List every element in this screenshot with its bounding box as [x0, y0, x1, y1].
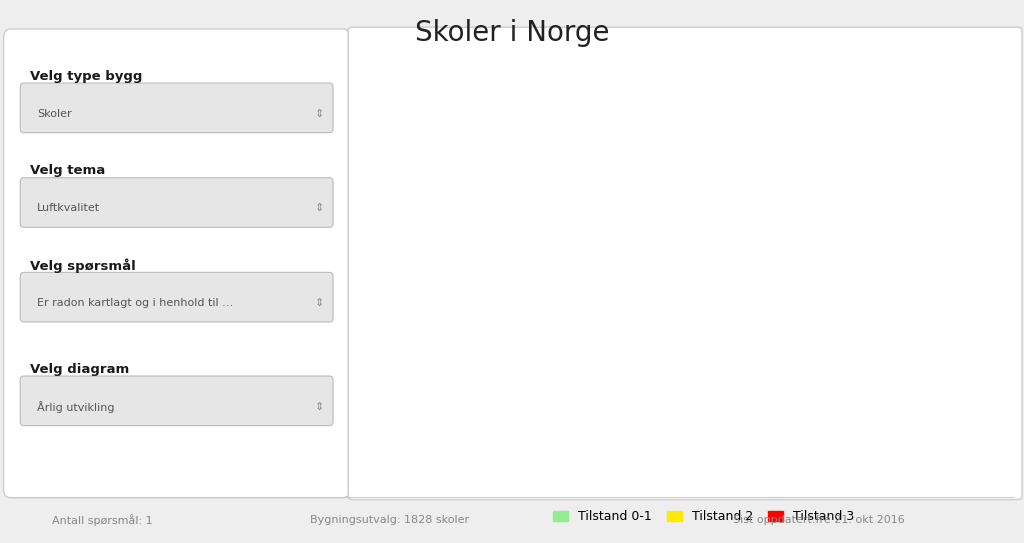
- Text: Luftkvalitet: Luftkvalitet: [37, 203, 100, 213]
- Text: Sist oppdatert:fre 21. okt 2016: Sist oppdatert:fre 21. okt 2016: [733, 515, 905, 525]
- Text: Velg spørsmål: Velg spørsmål: [31, 259, 136, 274]
- Text: Velg diagram: Velg diagram: [31, 363, 129, 376]
- Text: Skoler: Skoler: [37, 109, 72, 118]
- Text: Velg tema: Velg tema: [31, 164, 105, 177]
- Bar: [888, 102, 944, 135]
- Text: ⇕: ⇕: [315, 109, 325, 118]
- Text: Bygningsutvalg: 1828 skoler: Bygningsutvalg: 1828 skoler: [309, 515, 469, 525]
- Bar: [746, 84, 803, 113]
- Bar: [888, 135, 944, 448]
- FancyBboxPatch shape: [20, 83, 333, 132]
- Text: Er radon kartlagt og i henhold til …: Er radon kartlagt og i henhold til …: [37, 298, 233, 308]
- Bar: [464, 179, 520, 255]
- Text: Årlig utvikling: Årlig utvikling: [37, 401, 115, 413]
- Text: Velg type bygg: Velg type bygg: [31, 70, 142, 83]
- Bar: [746, 113, 803, 157]
- Bar: [888, 84, 944, 102]
- Legend: Tilstand 0-1, Tilstand 2, Tilstand 3: Tilstand 0-1, Tilstand 2, Tilstand 3: [549, 505, 859, 528]
- FancyBboxPatch shape: [20, 376, 333, 426]
- FancyBboxPatch shape: [20, 178, 333, 228]
- FancyBboxPatch shape: [20, 273, 333, 322]
- Bar: [605, 161, 662, 448]
- Text: Skoler i Norge: Skoler i Norge: [415, 19, 609, 47]
- Bar: [464, 255, 520, 448]
- Text: ⇕: ⇕: [315, 298, 325, 308]
- Bar: [605, 84, 662, 113]
- Bar: [464, 84, 520, 179]
- Bar: [746, 157, 803, 448]
- Text: Antall spørsmål: 1: Antall spørsmål: 1: [52, 514, 153, 526]
- Title: Tilstand: Tilstand: [670, 61, 738, 76]
- Text: ⇕: ⇕: [315, 203, 325, 213]
- FancyBboxPatch shape: [3, 29, 350, 498]
- Text: ⇕: ⇕: [315, 402, 325, 412]
- Bar: [605, 113, 662, 161]
